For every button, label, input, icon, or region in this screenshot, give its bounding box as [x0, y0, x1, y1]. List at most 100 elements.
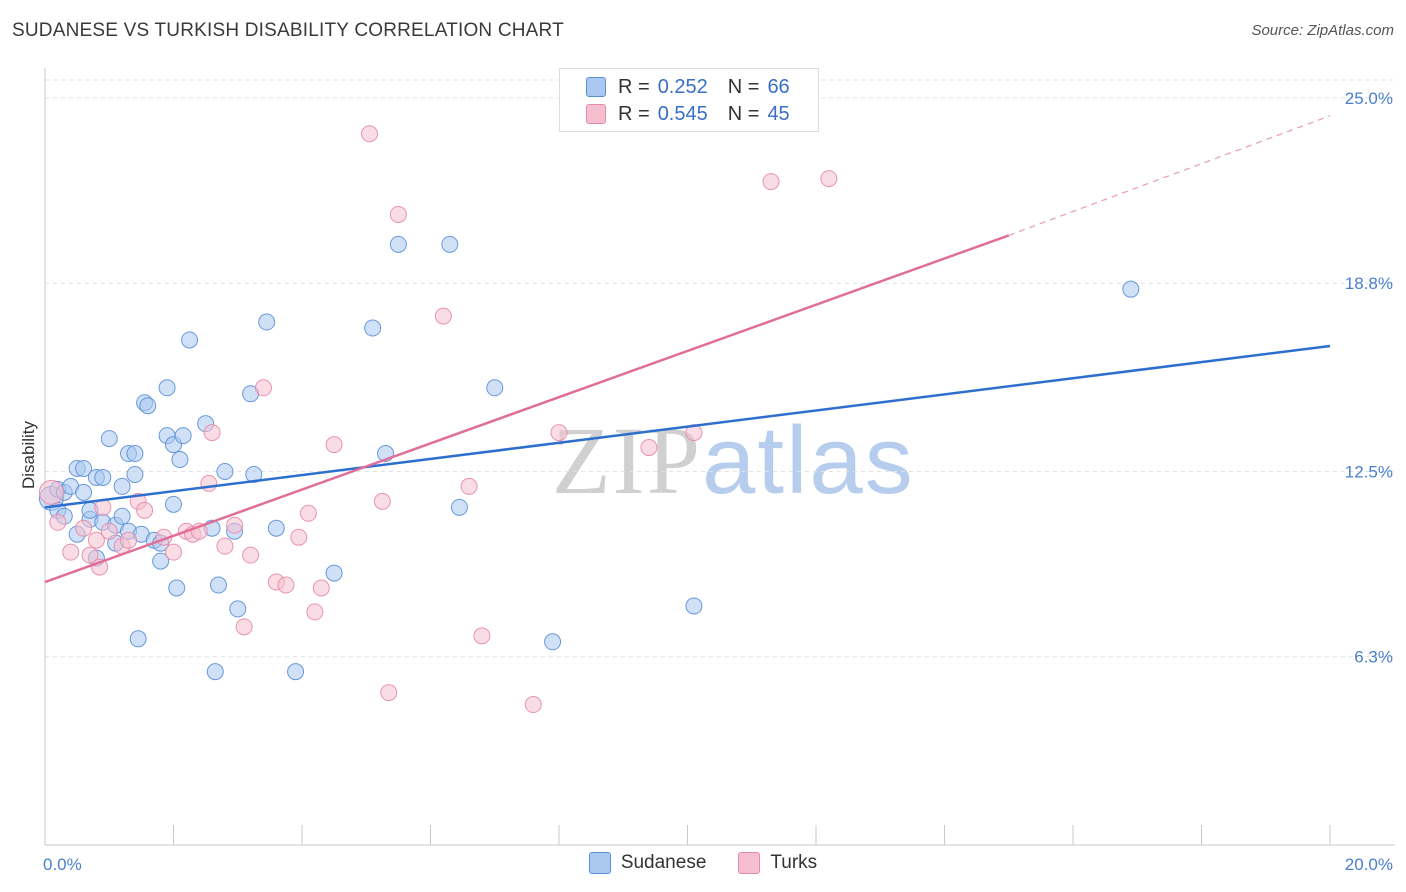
sudanese-point — [126, 445, 144, 463]
series-legend: Sudanese Turks — [0, 852, 1406, 874]
sudanese-point — [267, 519, 285, 537]
y-tick-label: 25.0% — [1345, 89, 1393, 108]
sudanese-point — [181, 331, 199, 349]
turks-point — [254, 379, 272, 397]
sudanese-point — [113, 507, 131, 525]
turks-point — [473, 627, 491, 645]
y-tick-label: 18.8% — [1345, 274, 1393, 293]
sudanese-point — [139, 397, 157, 415]
turks-point — [434, 307, 452, 325]
y-tick-label: 6.3% — [1354, 648, 1393, 667]
source-label: Source: ZipAtlas.com — [1251, 22, 1394, 39]
turks-point — [87, 531, 105, 549]
sudanese-point — [75, 459, 93, 477]
legend-sudanese-swatch — [588, 852, 611, 874]
turks-point — [38, 479, 64, 505]
turks-point — [460, 477, 478, 495]
sudanese-point — [544, 633, 562, 651]
turks-point — [120, 531, 138, 549]
turks-point — [306, 603, 324, 621]
chart-title: SUDANESE VS TURKISH DISABILITY CORRELATI… — [12, 20, 564, 41]
turks-point — [75, 519, 93, 537]
sudanese-point — [168, 579, 186, 597]
sudanese-point — [165, 495, 182, 513]
sudanese-point — [216, 462, 234, 480]
turks-point — [226, 516, 244, 534]
legend-turks-swatch — [738, 852, 761, 874]
turks-point — [216, 537, 234, 555]
sudanese-trend-line — [44, 344, 1331, 509]
turks-point — [373, 492, 391, 510]
sudanese-point — [287, 663, 305, 681]
sudanese-point — [325, 564, 343, 582]
sudanese-r-label: R = — [618, 75, 650, 98]
turks-point — [200, 474, 218, 492]
turks-point — [762, 173, 780, 191]
turks-point — [290, 528, 308, 546]
sudanese-point — [1122, 280, 1140, 298]
x-tick-label: 0.0% — [43, 855, 82, 874]
watermark: ZIPatlas — [552, 405, 915, 516]
legend-row-turks: R = 0.545 N = 45 — [586, 102, 790, 126]
turks-point — [49, 513, 67, 531]
grid-lines — [45, 79, 1395, 658]
turks-n-label: N = — [727, 102, 760, 125]
sudanese-point — [171, 451, 189, 469]
sudanese-point — [94, 468, 112, 486]
sudanese-point — [245, 465, 263, 483]
sudanese-point — [75, 483, 93, 501]
watermark-atlas: atlas — [702, 407, 915, 514]
turks-point — [100, 522, 118, 540]
legend-sudanese-label: Sudanese — [620, 852, 707, 873]
tick-labels: 6.3% 12.5% 18.8% 25.0% 0.0% 20.0% — [43, 89, 1393, 874]
sudanese-r-value: 0.252 — [657, 75, 708, 98]
turks-point — [235, 618, 253, 636]
legend-turks-label: Turks — [770, 852, 818, 873]
stats-legend: R = 0.252 N = 66 R = 0.545 N = 45 — [559, 68, 819, 132]
turks-trend-line — [44, 234, 1010, 584]
sudanese-point — [486, 379, 504, 397]
sudanese-point — [113, 477, 131, 495]
sudanese-point — [158, 379, 176, 397]
turks-point — [325, 436, 343, 454]
turks-point — [62, 543, 80, 561]
turks-point — [299, 504, 317, 522]
legend-item-sudanese: Sudanese — [588, 852, 707, 874]
sudanese-point — [174, 427, 192, 445]
sudanese-point — [389, 235, 407, 253]
turks-point — [360, 125, 378, 143]
turks-point — [277, 576, 295, 594]
turks-point — [820, 170, 838, 188]
y-axis-label: Disability — [19, 420, 38, 489]
turks-point — [203, 424, 221, 442]
turks-r-label: R = — [618, 102, 650, 125]
axes — [44, 68, 1395, 846]
turks-point — [242, 546, 260, 564]
turks-point — [165, 543, 182, 561]
turks-point — [136, 501, 154, 519]
data-points — [38, 113, 1140, 714]
turks-point — [640, 439, 658, 457]
turks-point — [524, 696, 542, 714]
turks-point — [81, 546, 99, 564]
sudanese-point — [209, 576, 227, 594]
sudanese-point — [229, 600, 247, 618]
turks-r-value: 0.545 — [657, 102, 708, 125]
y-tick-label: 12.5% — [1345, 462, 1393, 481]
sudanese-n-value: 66 — [767, 75, 790, 98]
turks-point — [550, 424, 568, 442]
sudanese-swatch — [586, 77, 606, 97]
sudanese-point — [152, 552, 170, 570]
sudanese-point — [206, 663, 224, 681]
sudanese-point — [364, 319, 382, 337]
turks-point — [389, 205, 407, 223]
trend-lines — [44, 115, 1331, 584]
turks-swatch — [586, 104, 606, 124]
sudanese-point — [441, 235, 459, 253]
x-tick-label: 20.0% — [1345, 855, 1393, 874]
sudanese-point — [258, 313, 276, 331]
sudanese-point — [450, 498, 468, 516]
sudanese-n-label: N = — [727, 75, 760, 98]
watermark-zip: ZIP — [552, 407, 702, 514]
